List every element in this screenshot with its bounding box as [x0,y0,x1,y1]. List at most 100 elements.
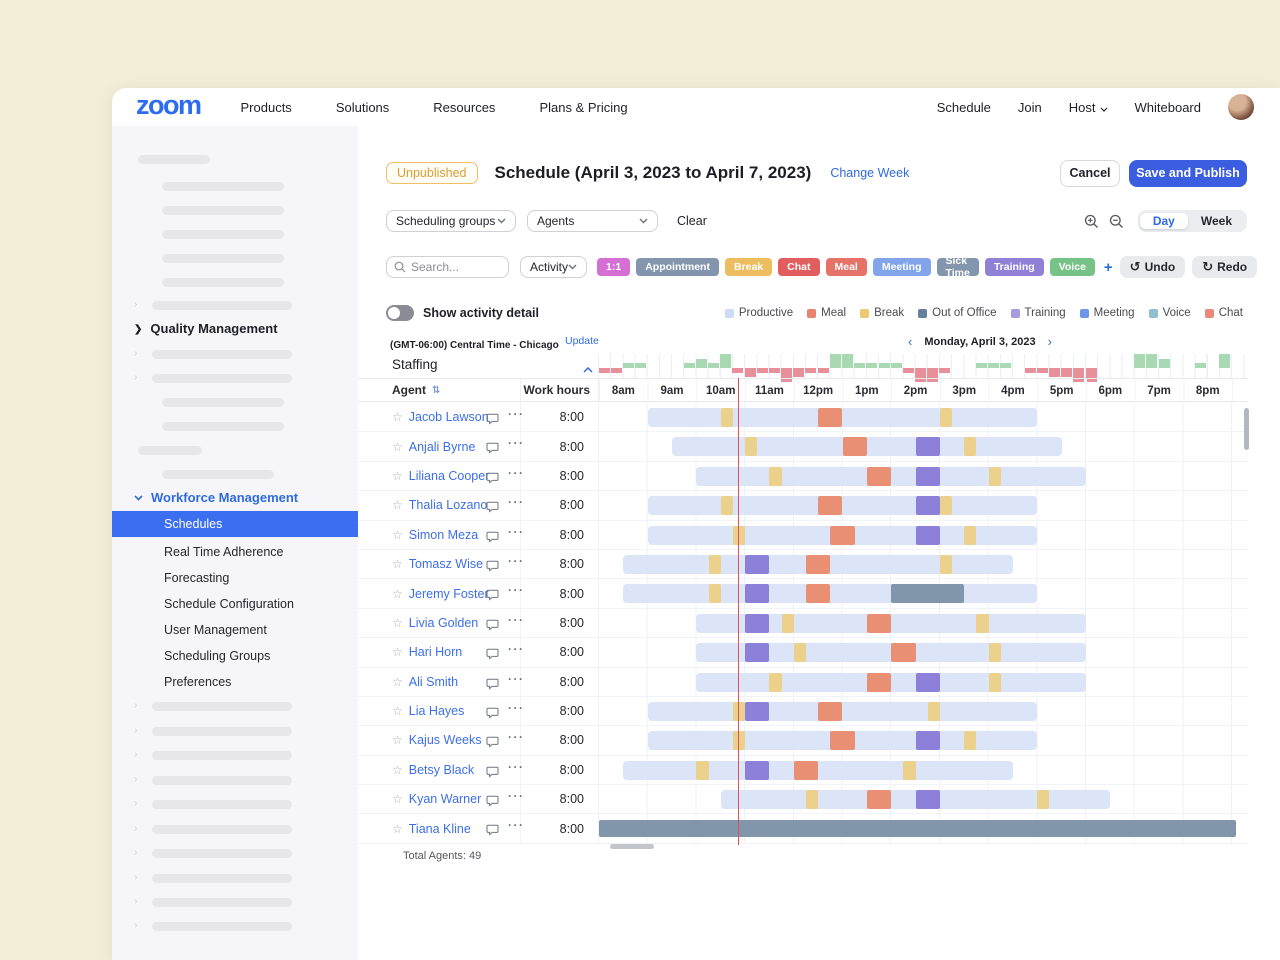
meal-segment[interactable] [866,466,892,486]
star-icon[interactable]: ☆ [392,468,403,483]
day-view-button[interactable]: Day [1139,213,1188,229]
cancel-button[interactable]: Cancel [1060,159,1120,187]
training-segment[interactable] [745,584,770,604]
meal-segment[interactable] [818,408,843,427]
break-segment[interactable] [696,760,709,780]
out-of-office-segment[interactable] [891,584,965,604]
training-segment[interactable] [915,466,940,486]
comment-icon[interactable] [486,823,499,841]
horizontal-scrollbar[interactable] [610,844,654,849]
agent-name-link[interactable]: Simon Meza [408,527,479,542]
search-input[interactable] [411,260,501,274]
more-options-button[interactable]: ··· [508,465,525,480]
activity-chip-chat[interactable]: Chat [778,258,820,276]
star-icon[interactable]: ☆ [392,615,403,630]
agent-name-link[interactable]: Tiana Kline [408,821,471,836]
agent-name-link[interactable]: Tomasz Wise [408,557,484,572]
meal-segment[interactable] [830,731,855,751]
training-segment[interactable] [915,496,940,516]
comment-icon[interactable] [486,677,499,695]
sidebar-item-schedules-selected[interactable]: Schedules [112,511,358,537]
training-segment[interactable] [745,643,770,663]
more-options-button[interactable]: ··· [508,818,525,833]
nav-item-resources[interactable]: Resources [433,99,496,115]
star-icon[interactable]: ☆ [392,645,403,660]
previous-day-icon[interactable]: ‹ [908,334,913,349]
break-segment[interactable] [720,496,733,516]
break-segment[interactable] [1037,790,1050,810]
meal-segment[interactable] [805,554,831,574]
break-segment[interactable] [939,496,953,516]
star-icon[interactable]: ☆ [392,410,403,425]
out-of-office-bar[interactable] [599,820,1236,838]
more-options-button[interactable]: ··· [508,553,525,568]
more-options-button[interactable]: ··· [508,671,525,686]
comment-icon[interactable] [486,588,499,606]
training-segment[interactable] [745,760,770,780]
star-icon[interactable]: ☆ [392,498,403,513]
meal-segment[interactable] [842,437,867,457]
break-segment[interactable] [988,466,1001,486]
more-options-button[interactable]: ··· [508,612,525,627]
more-options-button[interactable]: ··· [508,789,525,804]
comment-icon[interactable] [486,618,499,636]
agent-name-link[interactable]: Ali Smith [408,674,459,689]
agents-select[interactable]: Agents [527,210,658,232]
more-options-button[interactable]: ··· [508,524,525,539]
nav-item-schedule[interactable]: Schedule [936,99,991,115]
avatar[interactable] [1228,94,1254,120]
activity-chip-sick-time[interactable]: Sick Time [936,255,979,279]
productive-bar[interactable] [647,408,1038,427]
scheduling-groups-select[interactable]: Scheduling groups [386,210,516,232]
break-segment[interactable] [781,613,794,633]
agent-column-header[interactable]: Agent ⇅ [358,379,520,401]
star-icon[interactable]: ☆ [392,439,403,454]
break-segment[interactable] [708,554,721,574]
meal-segment[interactable] [818,701,843,721]
comment-icon[interactable] [486,735,499,753]
star-icon[interactable]: ☆ [392,527,403,542]
sidebar-item-user-management[interactable]: User Management [164,623,267,637]
comment-icon[interactable] [486,559,499,577]
sidebar-item-preferences[interactable]: Preferences [164,675,232,689]
star-icon[interactable]: ☆ [392,762,403,777]
week-view-button[interactable]: Week [1200,214,1232,228]
comment-icon[interactable] [486,500,499,518]
more-options-button[interactable]: ··· [508,583,525,598]
star-icon[interactable]: ☆ [392,821,403,836]
break-segment[interactable] [805,790,819,810]
comment-icon[interactable] [486,647,499,665]
activity-chip-training[interactable]: Training [984,258,1044,276]
activity-chip-meal[interactable]: Meal [825,258,867,276]
meal-segment[interactable] [866,613,892,633]
agent-name-link[interactable]: Lia Hayes [408,704,465,719]
activity-chip-voice[interactable]: Voice [1049,258,1095,276]
activity-chip-appointment[interactable]: Appointment [636,258,719,276]
nav-item-whiteboard[interactable]: Whiteboard [1134,99,1201,115]
break-segment[interactable] [708,584,721,604]
comment-icon[interactable] [486,412,499,430]
agent-name-link[interactable]: Anjali Byrne [408,439,476,454]
agent-name-link[interactable]: Jeremy Foster [408,586,489,601]
break-segment[interactable] [976,613,989,633]
comment-icon[interactable] [486,471,499,489]
nav-item-join[interactable]: Join [1017,99,1042,115]
break-segment[interactable] [769,466,782,486]
clear-filters-button[interactable]: Clear [677,214,707,228]
timezone-update-link[interactable]: Update [565,335,599,347]
star-icon[interactable]: ☆ [392,586,403,601]
sidebar-item-forecasting[interactable]: Forecasting [164,571,230,585]
break-segment[interactable] [769,672,782,692]
break-segment[interactable] [988,643,1001,663]
sidebar-item-quality-management[interactable]: ❯ Quality Management [134,321,278,336]
add-activity-button[interactable]: + [1103,258,1113,276]
meal-segment[interactable] [818,496,843,516]
comment-icon[interactable] [486,794,499,812]
break-segment[interactable] [964,525,977,545]
save-and-publish-button[interactable]: Save and Publish [1129,159,1247,187]
change-week-link[interactable]: Change Week [830,166,910,180]
meal-segment[interactable] [866,790,892,810]
more-options-button[interactable]: ··· [508,407,525,421]
training-segment[interactable] [915,525,940,545]
break-segment[interactable] [745,437,758,457]
